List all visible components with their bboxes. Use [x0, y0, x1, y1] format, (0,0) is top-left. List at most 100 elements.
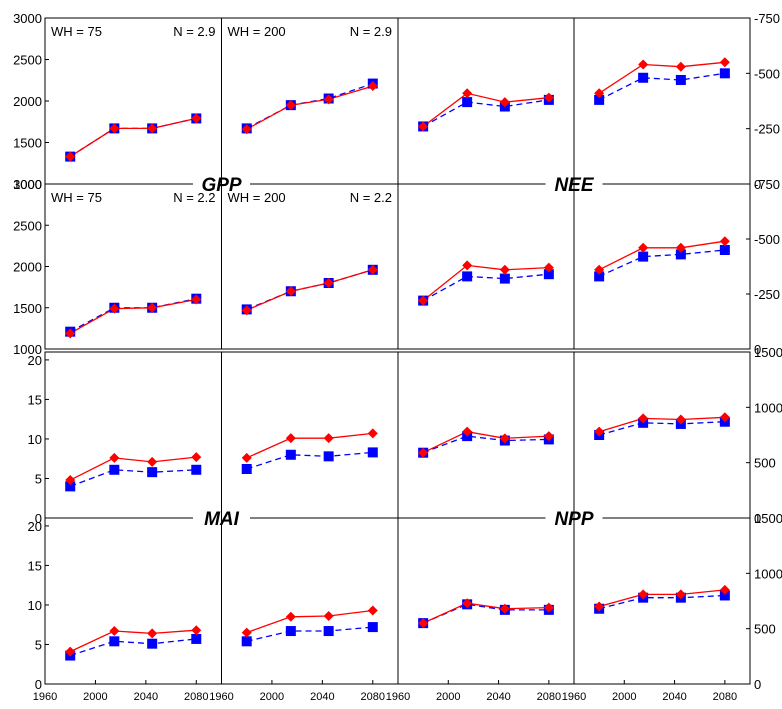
npp-ytick-label: 1000 — [754, 566, 782, 581]
gpp-title: GPP — [201, 175, 241, 196]
npp-series-a-point — [638, 589, 649, 600]
gpp-annotation-wh: WH = 75 — [51, 190, 102, 205]
npp-ytick-label: 0 — [754, 677, 761, 692]
nee-ytick-label: -500 — [754, 66, 780, 81]
npp-series-b-line — [422, 435, 549, 454]
mai-ytick-label: 20 — [28, 353, 42, 368]
gpp-ytick-label: 2500 — [13, 53, 42, 68]
gpp-series-a-point — [147, 123, 158, 134]
gpp-series-a-point — [367, 264, 378, 275]
gpp-series-a-line — [69, 117, 197, 158]
nee-ytick-label: -250 — [754, 122, 780, 137]
mai-series-a-point — [367, 428, 378, 439]
mai-series-b-point — [147, 467, 158, 478]
xtick-label: 2000 — [83, 691, 107, 703]
npp-ytick-label: 1500 — [754, 345, 782, 360]
nee-series-b-point — [594, 94, 605, 105]
npp-ytick-label: 1000 — [754, 400, 782, 415]
gpp-ytick-label: 1000 — [13, 342, 42, 357]
mai-ytick-label: 10 — [28, 598, 42, 613]
npp-series-a-point — [543, 431, 554, 442]
gpp-series-a-point — [147, 302, 158, 313]
gpp-series-b-line — [69, 117, 197, 158]
xtick-label: 2080 — [713, 691, 737, 703]
mai-series-b-point — [323, 451, 334, 462]
nee-series-b-point — [462, 97, 473, 108]
mai-series-a-point — [323, 611, 334, 622]
npp-series-a-point — [499, 603, 510, 614]
nee-ytick-label: 0 — [754, 177, 761, 192]
mai-series-a-point — [147, 628, 158, 639]
npp-series-b-point — [719, 590, 730, 601]
nee-ytick-label: -750 — [754, 11, 780, 26]
nee-series-a-point — [638, 59, 649, 70]
nee-series-a-point — [418, 295, 429, 306]
mai-series-a-point — [65, 475, 76, 486]
gpp-ytick-label: 2000 — [13, 260, 42, 275]
nee-series-b-point — [719, 68, 730, 79]
gpp-series-a-line — [69, 298, 197, 334]
nee-ytick-label: -250 — [754, 287, 780, 302]
mai-series-b-line — [246, 451, 373, 470]
xtick-label: 2000 — [436, 691, 460, 703]
nee-series-a-point — [594, 264, 605, 275]
nee-series-a-point — [638, 242, 649, 253]
mai-series-b-point — [147, 638, 158, 649]
nee-series-a-point — [675, 61, 686, 72]
gpp-series-b-line — [246, 82, 374, 129]
nee-series-a-line — [422, 264, 549, 302]
gpp-annotation-n: N = 2.2 — [350, 190, 392, 205]
xtick-label: 2080 — [537, 691, 561, 703]
gpp-ytick-label: 1500 — [13, 136, 42, 151]
mai-series-a-point — [241, 627, 252, 638]
mai-series-a-point — [285, 611, 296, 622]
mai-series-a-point — [109, 452, 120, 463]
nee-title: NEE — [554, 175, 594, 196]
nee-ytick-label: -500 — [754, 232, 780, 247]
mai-ytick-label: 5 — [35, 637, 42, 652]
mai-series-b-point — [367, 447, 378, 458]
nee-series-b-point — [638, 251, 649, 262]
xtick-label: 2000 — [260, 691, 284, 703]
nee-series-b-point — [675, 249, 686, 260]
chart-marks — [65, 57, 730, 661]
gpp-ytick-label: 1500 — [13, 301, 42, 316]
gpp-series-a-point — [191, 113, 202, 124]
npp-series-a-point — [719, 412, 730, 423]
npp-series-a-point — [638, 413, 649, 424]
gpp-series-a-point — [241, 124, 252, 135]
mai-series-b-point — [65, 481, 76, 492]
mai-series-b-line — [69, 469, 197, 488]
mai-series-a-point — [323, 433, 334, 444]
gpp-series-a-point — [109, 303, 120, 314]
xtick-label: 2040 — [134, 691, 158, 703]
npp-series-a-point — [418, 618, 429, 629]
xtick-label: 2040 — [310, 691, 334, 703]
xtick-label: 1960 — [209, 691, 233, 703]
nee-series-b-point — [499, 273, 510, 284]
panel-frames — [44, 17, 751, 685]
gpp-ytick-label: 3000 — [13, 177, 42, 192]
mai-series-a-line — [246, 609, 373, 634]
nee-series-a-point — [719, 57, 730, 68]
npp-series-a-point — [675, 414, 686, 425]
nee-series-a-point — [499, 264, 510, 275]
npp-series-a-point — [462, 598, 473, 609]
npp-series-a-line — [422, 431, 549, 454]
gpp-ytick-label: 3000 — [13, 11, 42, 26]
gpp-series-a-point — [367, 81, 378, 92]
gpp-annotation-n: N = 2.9 — [350, 24, 392, 39]
mai-series-b-point — [367, 622, 378, 633]
npp-series-a-point — [594, 601, 605, 612]
nee-ytick-label: -750 — [754, 177, 780, 192]
nee-series-b-point — [719, 245, 730, 255]
mai-ytick-label: 15 — [28, 392, 42, 407]
mai-series-b-point — [191, 464, 202, 475]
nee-series-a-point — [543, 262, 554, 273]
nee-series-b-line — [422, 273, 549, 302]
npp-ytick-label: 500 — [754, 622, 776, 637]
mai-series-a-point — [147, 456, 158, 467]
mai-series-b-point — [191, 633, 202, 644]
npp-series-a-point — [499, 433, 510, 444]
nee-series-b-point — [543, 269, 554, 280]
